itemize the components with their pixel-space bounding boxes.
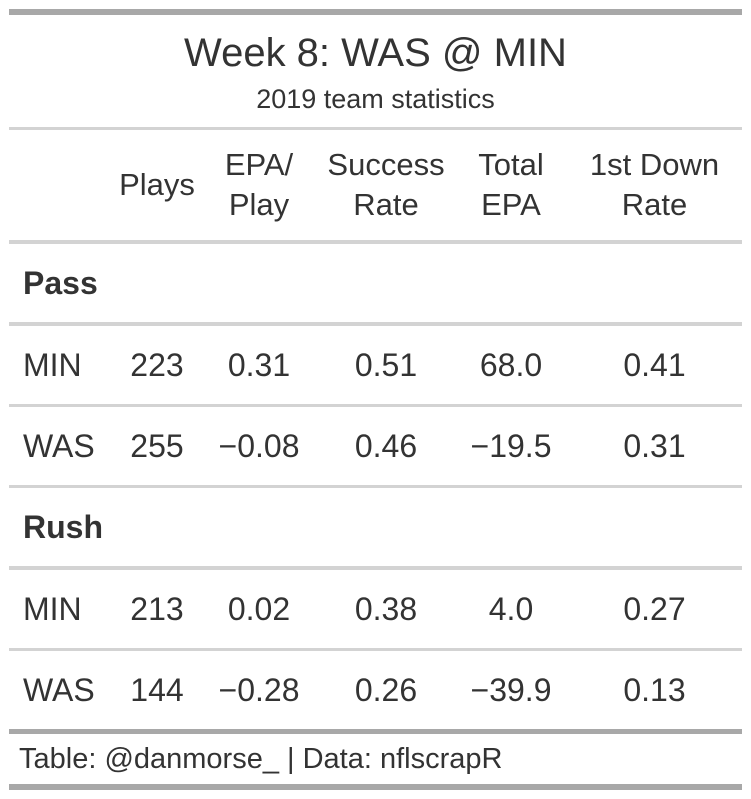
column-header-total-epa: Total EPA — [455, 130, 567, 244]
page-title: Week 8: WAS @ MIN — [184, 31, 567, 75]
total-epa-cell: −39.9 — [470, 672, 552, 708]
first-down-rate-cell: 0.41 — [567, 324, 742, 407]
epa-per-play-cell: 0.02 — [201, 568, 317, 651]
first-down-rate-cell: 0.31 — [567, 405, 742, 488]
success-rate-cell: 0.51 — [317, 324, 455, 407]
column-header-epa-per-play: EPA/ Play — [201, 130, 317, 244]
table-row-pass-was: WAS 255 −0.08 0.46 −19.5 0.31 — [9, 405, 742, 488]
team-cell: WAS — [9, 405, 113, 488]
table-bottom-border — [9, 784, 742, 790]
team-cell: MIN — [9, 568, 113, 651]
total-epa-cell: 4.0 — [455, 568, 567, 651]
group-header-rush: Rush — [9, 486, 742, 570]
group-label: Pass — [9, 242, 742, 326]
column-header-stub — [9, 130, 113, 244]
group-header-pass: Pass — [9, 242, 742, 326]
epa-per-play-cell: 0.31 — [201, 324, 317, 407]
page-subtitle: 2019 team statistics — [256, 84, 495, 114]
epa-per-play-cell: −0.08 — [201, 405, 317, 488]
column-header-row: Plays EPA/ Play Success Rate Total EPA 1… — [9, 130, 742, 244]
epa-per-play-cell: −0.28 — [218, 672, 300, 708]
total-epa-cell: −19.5 — [455, 405, 567, 488]
group-label: Rush — [9, 486, 742, 570]
success-rate-cell: 0.26 — [354, 672, 418, 708]
plays-cell: 213 — [113, 568, 201, 651]
plays-cell: 223 — [113, 324, 201, 407]
total-epa-cell: 68.0 — [455, 324, 567, 407]
table-row-rush-was: WAS 144 −0.28 0.26 −39.9 0.13 — [9, 650, 742, 730]
first-down-rate-cell: 0.13 — [623, 672, 686, 708]
team-cell: WAS — [23, 672, 95, 708]
team-cell: MIN — [9, 324, 113, 407]
column-header-plays: Plays — [113, 130, 201, 244]
first-down-rate-cell: 0.27 — [567, 568, 742, 651]
table-row-rush-min: MIN 213 0.02 0.38 4.0 0.27 — [9, 568, 742, 651]
plays-cell: 255 — [113, 405, 201, 488]
table-heading: Week 8: WAS @ MIN 2019 team statistics — [9, 15, 742, 130]
success-rate-cell: 0.46 — [317, 405, 455, 488]
table-top-border — [9, 9, 742, 15]
table-row-pass-min: MIN 223 0.31 0.51 68.0 0.41 — [9, 324, 742, 407]
team-stats-table: Plays EPA/ Play Success Rate Total EPA 1… — [9, 130, 742, 729]
column-header-first-down-rate: 1st Down Rate — [567, 130, 742, 244]
source-note: Table: @danmorse_ | Data: nflscrapR — [9, 729, 742, 784]
column-header-success-rate: Success Rate — [317, 130, 455, 244]
success-rate-cell: 0.38 — [317, 568, 455, 651]
plays-cell: 144 — [130, 672, 184, 708]
stats-table-container: Week 8: WAS @ MIN 2019 team statistics P… — [9, 9, 742, 790]
